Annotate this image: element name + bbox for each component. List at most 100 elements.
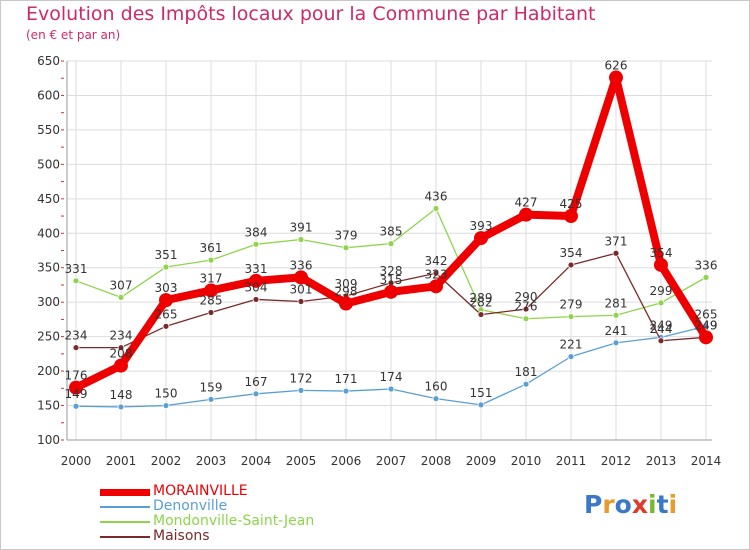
data-label: 174 bbox=[380, 370, 403, 384]
x-tick-label: 2005 bbox=[286, 454, 317, 468]
data-point bbox=[117, 293, 125, 301]
x-tick-label: 2002 bbox=[151, 454, 182, 468]
data-label: 160 bbox=[425, 380, 448, 394]
data-point bbox=[702, 273, 710, 281]
data-point bbox=[387, 240, 395, 248]
data-point bbox=[429, 279, 443, 294]
data-label: 249 bbox=[695, 318, 718, 332]
data-point bbox=[567, 261, 575, 269]
data-label: 172 bbox=[290, 371, 313, 385]
logo-letter: t bbox=[656, 490, 669, 519]
data-label: 249 bbox=[695, 318, 718, 332]
data-point bbox=[162, 322, 170, 330]
data-point bbox=[252, 390, 260, 398]
data-point bbox=[204, 283, 218, 298]
data-point bbox=[207, 309, 215, 316]
data-label: 303 bbox=[155, 281, 178, 295]
data-point bbox=[432, 395, 440, 403]
data-label: 265 bbox=[695, 307, 718, 321]
logo-letter: i bbox=[668, 490, 678, 519]
data-label: 354 bbox=[650, 246, 673, 260]
data-label: 281 bbox=[605, 296, 628, 310]
data-point bbox=[117, 403, 125, 411]
data-point bbox=[252, 240, 260, 248]
data-point bbox=[297, 298, 305, 305]
data-label: 208 bbox=[110, 347, 133, 361]
data-point bbox=[117, 344, 125, 352]
logo-letter: i bbox=[648, 490, 657, 519]
data-label: 384 bbox=[245, 225, 268, 239]
data-label: 148 bbox=[110, 388, 133, 402]
data-label: 234 bbox=[110, 329, 133, 343]
logo-letter: x bbox=[631, 490, 648, 519]
data-point bbox=[72, 344, 80, 352]
data-label: 385 bbox=[380, 225, 403, 239]
data-point bbox=[387, 385, 395, 393]
y-tick-label: 450 bbox=[37, 192, 60, 206]
data-label: 331 bbox=[245, 262, 268, 276]
data-label: 323 bbox=[425, 267, 448, 281]
data-label: 276 bbox=[515, 300, 538, 314]
x-tick-label: 2014 bbox=[691, 454, 722, 468]
x-tick-label: 2009 bbox=[466, 454, 497, 468]
data-point bbox=[657, 299, 665, 307]
data-label: 361 bbox=[200, 241, 223, 255]
y-tick-label: 150 bbox=[37, 399, 60, 413]
data-label: 336 bbox=[695, 258, 718, 272]
data-point bbox=[297, 386, 305, 394]
data-point bbox=[114, 358, 128, 373]
data-point bbox=[384, 284, 398, 299]
data-label: 234 bbox=[65, 329, 88, 343]
data-label: 244 bbox=[650, 322, 673, 336]
data-label: 309 bbox=[335, 277, 358, 291]
legend-label-morainville: MORAINVILLE bbox=[153, 483, 248, 499]
x-tick-label: 2011 bbox=[556, 454, 587, 468]
logo-letter: o bbox=[614, 490, 632, 519]
data-point bbox=[294, 270, 308, 285]
data-point bbox=[609, 70, 623, 85]
x-tick-label: 2010 bbox=[511, 454, 542, 468]
legend-label-denonville: Denonville bbox=[153, 498, 228, 514]
data-label: 427 bbox=[515, 196, 538, 210]
data-label: 304 bbox=[245, 280, 268, 294]
data-point bbox=[477, 401, 485, 409]
x-tick-label: 2008 bbox=[421, 454, 452, 468]
data-point bbox=[699, 330, 713, 345]
data-label: 298 bbox=[335, 285, 358, 299]
x-tick-label: 2006 bbox=[331, 454, 362, 468]
y-tick-label: 600 bbox=[37, 88, 60, 102]
data-label: 150 bbox=[155, 387, 178, 401]
x-tick-label: 2004 bbox=[241, 454, 272, 468]
data-label: 393 bbox=[470, 219, 493, 233]
data-point bbox=[342, 387, 350, 395]
data-point bbox=[207, 256, 215, 264]
data-label: 626 bbox=[605, 59, 628, 73]
data-point bbox=[612, 249, 620, 257]
data-point bbox=[657, 337, 665, 345]
data-label: 354 bbox=[560, 246, 583, 260]
data-label: 436 bbox=[425, 189, 448, 203]
data-point bbox=[69, 380, 83, 395]
y-tick-label: 200 bbox=[37, 364, 60, 378]
data-point bbox=[339, 296, 353, 311]
data-label: 167 bbox=[245, 375, 268, 389]
data-label: 425 bbox=[560, 197, 583, 211]
chart-subtitle: (en € et par an) bbox=[26, 28, 121, 42]
data-point bbox=[567, 353, 575, 361]
data-point bbox=[252, 296, 260, 303]
data-label: 181 bbox=[515, 365, 538, 379]
data-point bbox=[342, 244, 350, 252]
data-label: 171 bbox=[335, 372, 358, 386]
data-label: 279 bbox=[560, 298, 583, 312]
y-tick-label: 400 bbox=[37, 226, 60, 240]
legend-swatch-morainville bbox=[100, 488, 150, 496]
data-label: 315 bbox=[380, 273, 403, 287]
data-label: 351 bbox=[155, 248, 178, 262]
x-tick-label: 2007 bbox=[376, 454, 407, 468]
data-point bbox=[297, 236, 305, 243]
data-label: 379 bbox=[335, 229, 358, 243]
data-label: 328 bbox=[380, 264, 403, 278]
data-label: 301 bbox=[290, 282, 313, 296]
